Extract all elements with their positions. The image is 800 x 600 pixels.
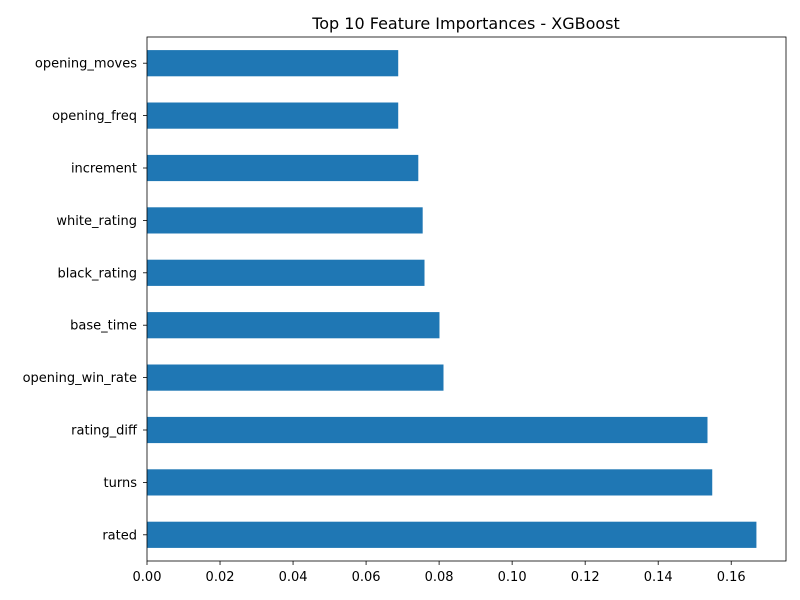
bar-increment xyxy=(147,154,419,182)
y-tick-label: opening_win_rate xyxy=(23,371,137,386)
chart-title: Top 10 Feature Importances - XGBoost xyxy=(311,14,620,33)
bar-opening_freq xyxy=(147,102,399,129)
y-tick-label: increment xyxy=(71,162,137,177)
bar-opening_moves xyxy=(147,50,399,77)
x-tick-label: 0.16 xyxy=(717,570,746,585)
x-tick-label: 0.00 xyxy=(133,570,162,585)
y-tick-label: opening_freq xyxy=(52,109,137,124)
bar-black_rating xyxy=(147,259,425,286)
bar-turns xyxy=(147,469,713,496)
y-tick-label: black_rating xyxy=(57,266,137,281)
x-tick-label: 0.06 xyxy=(352,570,381,585)
bar-white_rating xyxy=(147,207,423,234)
y-tick-label: turns xyxy=(104,476,138,491)
axes-frame xyxy=(146,36,787,562)
bar-rated xyxy=(147,521,757,548)
y-tick-label: rating_diff xyxy=(71,424,138,439)
y-tick-label: white_rating xyxy=(56,214,137,229)
x-tick-label: 0.04 xyxy=(279,570,308,585)
y-tick-label: opening_moves xyxy=(35,57,137,72)
y-tick-label: base_time xyxy=(70,319,137,334)
x-tick-label: 0.14 xyxy=(644,570,673,585)
plot-area: rated turns rating_diff opening_win_rate bas… xyxy=(23,36,787,585)
bar-opening_win_rate xyxy=(147,364,444,391)
x-tick-label: 0.08 xyxy=(425,570,454,585)
x-tick-label: 0.10 xyxy=(498,570,527,585)
y-tick-label: rated xyxy=(102,528,137,543)
x-tick-label: 0.12 xyxy=(571,570,600,585)
bar-base_time xyxy=(147,312,440,339)
bar-rating_diff xyxy=(147,416,708,444)
x-tick-label: 0.02 xyxy=(206,570,235,585)
